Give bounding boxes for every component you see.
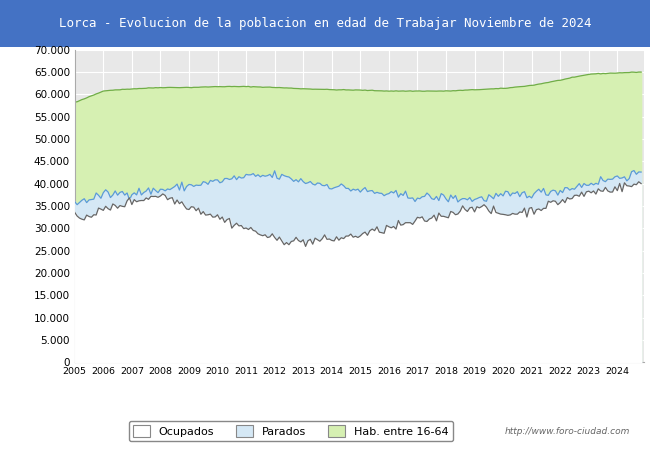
Legend: Ocupados, Parados, Hab. entre 16-64: Ocupados, Parados, Hab. entre 16-64 bbox=[129, 421, 453, 441]
Text: http://www.foro-ciudad.com: http://www.foro-ciudad.com bbox=[505, 428, 630, 436]
Text: Lorca - Evolucion de la poblacion en edad de Trabajar Noviembre de 2024: Lorca - Evolucion de la poblacion en eda… bbox=[58, 17, 592, 30]
